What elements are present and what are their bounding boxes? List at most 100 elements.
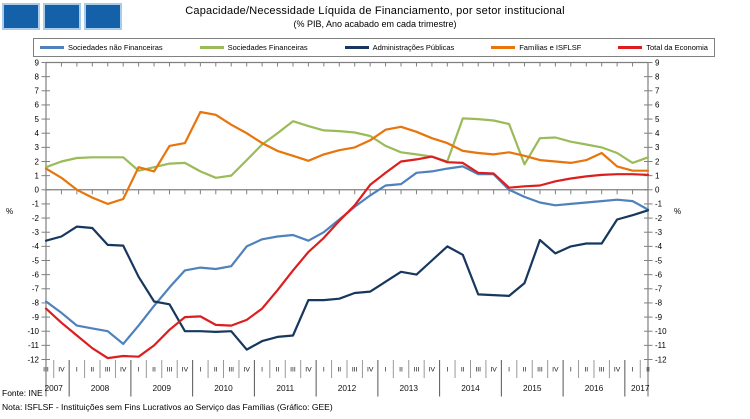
chart-subtitle: (% PIB, Ano acabado em cada trimestre)	[293, 19, 457, 29]
quarter-label: I	[138, 367, 140, 374]
y-tick-labels: 9 9 8 8 7 7 6 6 5 5 4 4 3 3 2 2 1 1 0 0 -1 -1 -2 -2 -3 -3 -4 -4 -5 -5…	[27, 58, 667, 364]
footnote: Nota: ISFLSF - Instituições sem Fins Luc…	[2, 402, 333, 412]
y-tick-label-left: -10	[27, 327, 39, 336]
quarter-label: III	[475, 367, 481, 374]
legend-label: Sociedades não Financeiras	[68, 43, 163, 52]
y-tick-label-right: -7	[655, 285, 663, 294]
quarter-label: IV	[243, 367, 250, 374]
y-tick-label-right: -9	[655, 313, 663, 322]
y-tick-label-right: -1	[655, 200, 663, 209]
y-tick-label-left: -8	[32, 299, 40, 308]
y-tick-label-right: 7	[655, 87, 660, 96]
series-line-total-da-economia	[44, 155, 650, 360]
y-tick-label-left: 2	[35, 157, 40, 166]
y-tick-label-right: 4	[655, 129, 660, 138]
chart-footer: Fonte: INE Nota: ISFLSF - Instituições s…	[2, 388, 748, 412]
quarter-label: III	[228, 367, 234, 374]
year-label: 2013	[400, 383, 419, 393]
y-tick-label-right: 6	[655, 101, 660, 110]
legend-item: Famílias e ISFLSF	[491, 43, 581, 52]
legend-label: Total da Economia	[646, 43, 708, 52]
quarter-label: II	[584, 367, 588, 374]
y-tick-label-right: -2	[655, 214, 663, 223]
y-tick-label-right: 1	[655, 171, 660, 180]
axes	[45, 61, 649, 397]
quarter-label: III	[599, 367, 605, 374]
y-tick-label-left: -3	[32, 228, 40, 237]
y-tick-label-right: -5	[655, 256, 663, 265]
y-tick-label-left: -5	[32, 256, 40, 265]
y-tick-label-right: -11	[655, 341, 667, 350]
y-tick-label-left: -2	[32, 214, 40, 223]
legend-item: Sociedades não Financeiras	[40, 43, 163, 52]
x-axis-years: 2007 2008 2009 2010 2011 2012 2013 2014 2015 2016…	[44, 383, 649, 393]
legend-label: Administrações Públicas	[372, 43, 455, 52]
quarter-label: I	[570, 367, 572, 374]
quarter-label: IV	[182, 367, 189, 374]
year-label: 2014	[461, 383, 480, 393]
quarter-label: III	[43, 367, 49, 374]
y-tick-label-right: 8	[655, 72, 660, 81]
quarter-label: I	[508, 367, 510, 374]
quarter-label: I	[261, 367, 263, 374]
gee-logo	[2, 3, 122, 30]
quarter-label: I	[632, 367, 634, 374]
y-tick-label-left: -11	[28, 341, 40, 350]
quarter-label: II	[214, 367, 218, 374]
y-tick-label-left: -12	[27, 355, 39, 364]
year-label: 2007	[44, 383, 63, 393]
legend-line-swatch	[344, 46, 369, 49]
y-tick-label-left: -4	[32, 242, 40, 251]
legend-label: Famílias e ISFLSF	[519, 43, 582, 52]
quarter-ticks	[45, 62, 649, 195]
y-tick-label-left: 6	[35, 101, 40, 110]
quarter-label: III	[290, 367, 296, 374]
y-tick-label-left: 0	[35, 186, 40, 195]
y-tick-label-left: 5	[35, 115, 40, 124]
year-label: 2015	[523, 383, 542, 393]
quarter-label: III	[352, 367, 358, 374]
y-tick-label-left: 9	[35, 58, 40, 67]
chart-title: Capacidade/Necessidade Líquida de Financ…	[185, 5, 565, 17]
y-tick-label-right: 5	[655, 115, 660, 124]
quarter-label: IV	[552, 367, 559, 374]
y-tick-label-left: 7	[35, 87, 40, 96]
year-label: 2008	[91, 383, 110, 393]
quarter-label: II	[152, 367, 156, 374]
y-tick-label-left: -6	[32, 270, 40, 279]
y-tick-label-right: -12	[655, 355, 667, 364]
logo-square	[84, 3, 122, 30]
y-tick-label-left: 8	[35, 72, 40, 81]
year-label: 2012	[338, 383, 357, 393]
y-tick-label-left: -1	[32, 200, 40, 209]
quarter-label: II	[276, 367, 280, 374]
y-axis-title-left: %	[6, 207, 13, 216]
logo-square	[2, 3, 40, 30]
y-tick-label-right: 9	[655, 58, 660, 67]
legend-line-swatch	[618, 46, 643, 49]
source-note: Fonte: INE	[2, 388, 43, 398]
y-axis-title-right: %	[674, 207, 681, 216]
quarter-label: I	[323, 367, 325, 374]
y-tick-label-left: -9	[32, 313, 40, 322]
legend-item: Sociedades Financeiras	[199, 43, 308, 52]
quarter-label: II	[337, 367, 341, 374]
x-axis-quarters: III IV I II III IV I II III IV I II III IV I II III IV I II…	[43, 367, 650, 374]
quarter-label: IV	[58, 367, 65, 374]
quarter-label: I	[199, 367, 201, 374]
series-line-sociedades-n-o-financeiras	[44, 165, 650, 345]
y-tick-label-right: -10	[655, 327, 667, 336]
year-label: 2016	[585, 383, 604, 393]
y-tick-label-left: 4	[35, 129, 40, 138]
year-label: 2011	[276, 383, 294, 393]
y-tick-label-left: 3	[35, 143, 40, 152]
quarter-label: IV	[614, 367, 621, 374]
quarter-label: IV	[120, 367, 127, 374]
quarter-label: IV	[429, 367, 436, 374]
quarter-label: II	[646, 367, 650, 374]
y-tick-label-left: -7	[32, 285, 40, 294]
y-tick-label-right: -3	[655, 228, 663, 237]
quarter-label: III	[105, 367, 111, 374]
quarter-label: IV	[367, 367, 374, 374]
